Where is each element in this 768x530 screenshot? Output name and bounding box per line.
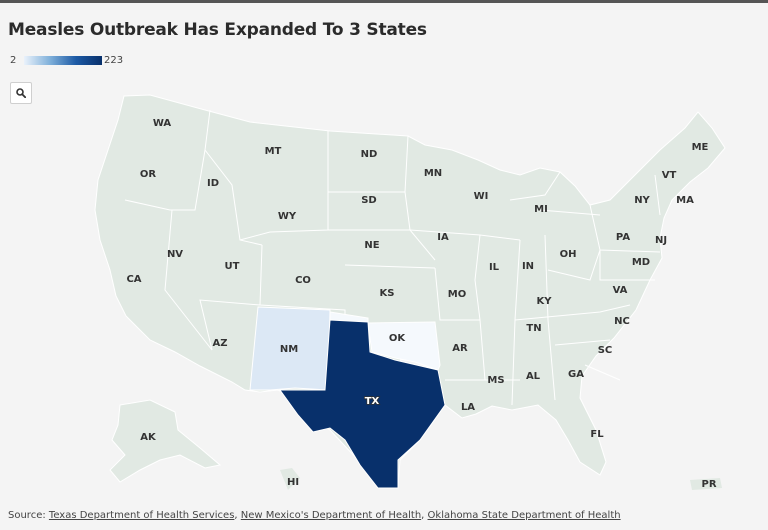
state-label-ca: CA [126, 274, 141, 285]
state-labels: WA OR CA ID NV MT WY UT AZ CO NM ND SD N… [126, 118, 716, 490]
state-label-pa: PA [616, 232, 630, 243]
state-label-mn: MN [424, 168, 442, 179]
source-separator: , [421, 510, 428, 521]
state-label-wy: WY [278, 211, 297, 222]
state-label-wa: WA [153, 118, 172, 129]
state-label-sd: SD [361, 195, 377, 206]
source-link-texas[interactable]: Texas Department of Health Services [48, 510, 235, 521]
state-label-az: AZ [213, 338, 228, 349]
chart-title: Measles Outbreak Has Expanded To 3 State… [8, 20, 427, 40]
state-label-me: ME [692, 142, 709, 153]
color-legend: 2 223 [10, 55, 140, 67]
state-label-tx: TX [365, 396, 380, 407]
source-footer: Source: Texas Department of Health Servi… [8, 510, 621, 521]
state-label-tn: TN [526, 323, 541, 334]
state-label-wi: WI [474, 191, 489, 202]
source-link-oklahoma[interactable]: Oklahoma State Department of Health [427, 510, 621, 521]
state-label-ok: OK [389, 333, 407, 344]
state-label-vt: VT [662, 170, 677, 181]
legend-gradient-bar [24, 56, 102, 65]
state-label-pr: PR [701, 479, 716, 490]
state-label-ga: GA [568, 369, 584, 380]
source-separator: , [234, 510, 241, 521]
state-label-ky: KY [537, 296, 553, 307]
state-label-in: IN [522, 261, 534, 272]
source-prefix: Source: [8, 510, 49, 521]
state-label-mi: MI [534, 204, 548, 215]
pr-landmass [690, 478, 722, 490]
source-link-new-mexico[interactable]: New Mexico's Department of Health [240, 510, 422, 521]
state-label-co: CO [295, 275, 311, 286]
legend-max-label: 223 [104, 55, 124, 66]
state-label-nv: NV [167, 249, 183, 260]
search-icon [16, 88, 26, 98]
state-label-nm: NM [280, 344, 298, 355]
state-label-al: AL [526, 371, 541, 382]
us-map: WA OR CA ID NV MT WY UT AZ CO NM ND SD N… [94, 94, 726, 490]
state-label-fl: FL [590, 429, 604, 440]
state-borders [124, 109, 661, 406]
hawaii-landmass [280, 468, 300, 490]
zoom-button[interactable] [10, 82, 32, 104]
state-label-ut: UT [225, 261, 240, 272]
state-label-va: VA [613, 285, 628, 296]
state-label-sc: SC [598, 345, 613, 356]
top-border [0, 0, 768, 3]
state-label-ne: NE [364, 240, 379, 251]
state-shape-tx[interactable] [279, 319, 446, 489]
state-label-md: MD [632, 257, 650, 268]
alaska-landmass [109, 399, 222, 483]
state-label-ak: AK [140, 432, 157, 443]
state-label-mt: MT [265, 146, 282, 157]
state-label-nc: NC [614, 316, 630, 327]
state-label-mo: MO [448, 289, 466, 300]
state-label-oh: OH [560, 249, 577, 260]
state-label-ar: AR [452, 343, 468, 354]
state-label-ia: IA [437, 232, 449, 243]
state-label-nj: NJ [655, 235, 667, 246]
state-label-il: IL [489, 262, 500, 273]
state-label-id: ID [207, 178, 219, 189]
state-label-ma: MA [676, 195, 694, 206]
state-label-ms: MS [487, 375, 504, 386]
state-label-or: OR [140, 169, 157, 180]
state-label-nd: ND [361, 149, 378, 160]
state-label-la: LA [461, 402, 475, 413]
state-label-hi: HI [287, 477, 299, 488]
state-label-ks: KS [380, 288, 395, 299]
state-shape-nm[interactable] [249, 306, 331, 391]
legend-min-label: 2 [10, 55, 17, 66]
state-label-ny: NY [634, 195, 650, 206]
